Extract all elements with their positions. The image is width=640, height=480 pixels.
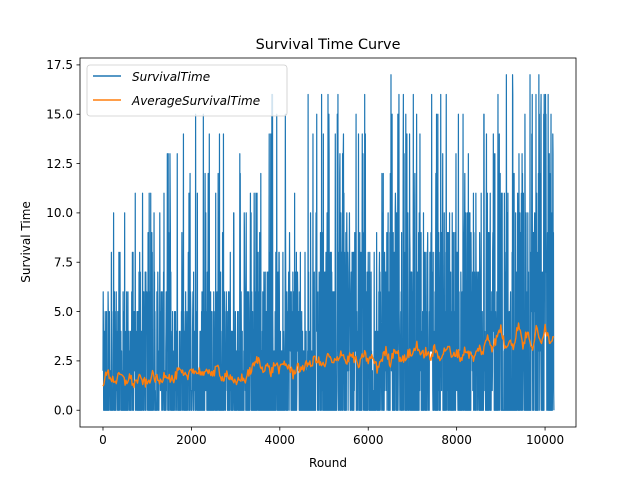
x-tick-label: 8000: [441, 433, 472, 447]
y-tick-label: 0.0: [54, 404, 73, 418]
y-tick-label: 15.0: [46, 108, 73, 122]
x-tick-label: 10000: [526, 433, 564, 447]
x-tick-label: 4000: [265, 433, 296, 447]
x-axis: 0 2000 4000 6000 8000 10000: [99, 427, 564, 447]
y-tick-label: 2.5: [54, 354, 73, 368]
legend: SurvivalTime AverageSurvivalTime: [86, 64, 288, 117]
y-tick-label: 12.5: [46, 157, 73, 171]
y-tick-label: 10.0: [46, 206, 73, 220]
y-axis-label: Survival Time: [19, 201, 33, 283]
series-survival-time-line: [102, 74, 555, 411]
y-axis: 0.0 2.5 5.0 7.5 10.0 12.5 15.0 17.5: [46, 58, 80, 418]
legend-label-survival-time: SurvivalTime: [132, 70, 210, 84]
plot-frame: [79, 57, 577, 428]
x-tick-label: 0: [99, 433, 107, 447]
x-tick-label: 6000: [353, 433, 384, 447]
plot-area: [102, 74, 555, 411]
series-average-survival-time-line: [102, 322, 555, 389]
y-tick-label: 7.5: [54, 256, 73, 270]
x-axis-label: Round: [309, 456, 347, 470]
y-tick-label: 5.0: [54, 305, 73, 319]
legend-label-average-survival-time: AverageSurvivalTime: [131, 94, 260, 108]
y-tick-label: 17.5: [46, 58, 73, 72]
x-tick-label: 2000: [176, 433, 207, 447]
chart-title: Survival Time Curve: [256, 37, 401, 53]
legend-box: [86, 64, 288, 117]
